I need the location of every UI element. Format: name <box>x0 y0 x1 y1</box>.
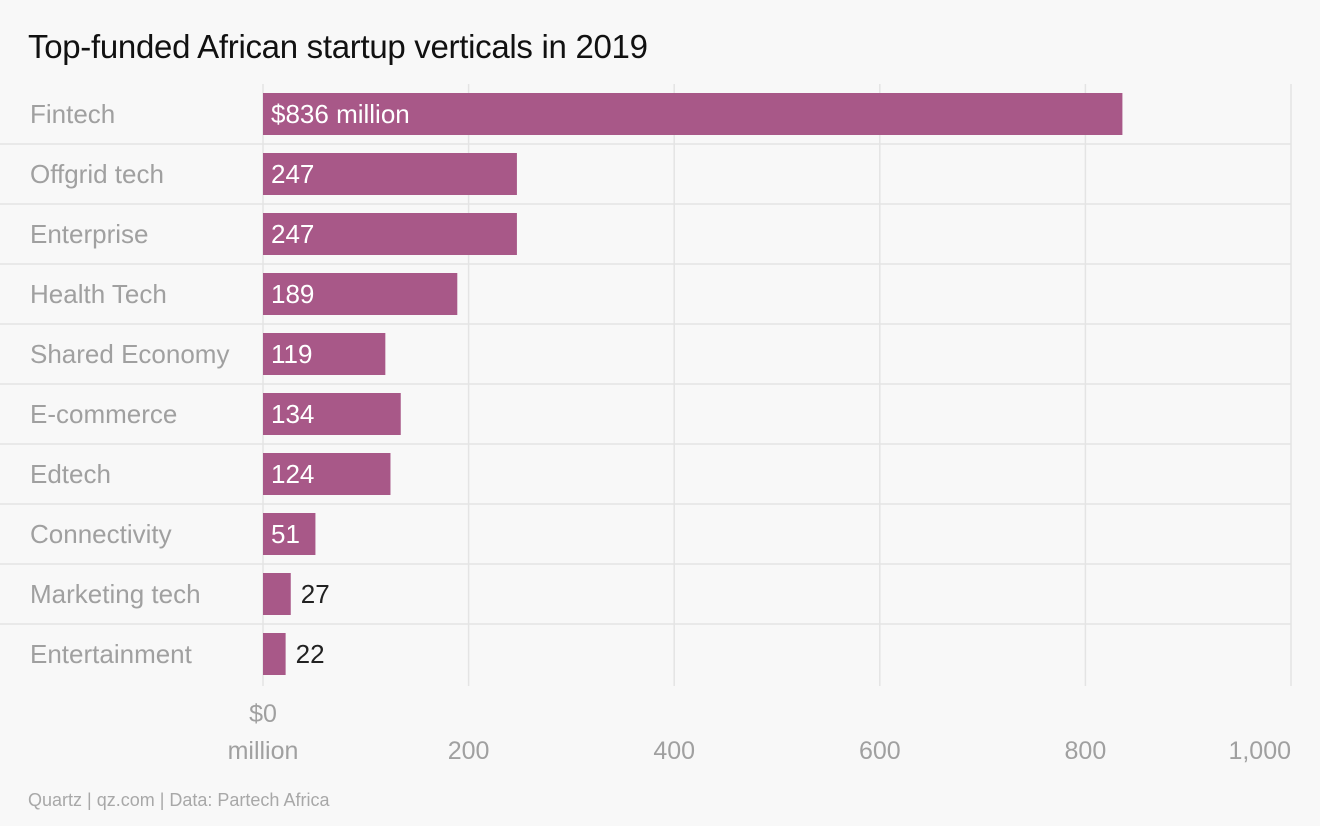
bar <box>263 393 401 435</box>
bar <box>263 93 1123 135</box>
category-label: Marketing tech <box>30 579 201 609</box>
value-label: 119 <box>271 339 312 369</box>
x-tick-label: 800 <box>1065 737 1107 765</box>
x-tick-label: $0 <box>249 700 277 728</box>
category-label: Health Tech <box>30 279 167 309</box>
value-label: 189 <box>271 279 314 309</box>
category-label: Connectivity <box>30 519 172 549</box>
x-tick-label: 200 <box>448 737 490 765</box>
value-label: 247 <box>271 159 314 189</box>
bar <box>263 453 391 495</box>
value-label: 27 <box>301 579 330 609</box>
category-label: Entertainment <box>30 639 193 669</box>
value-label: 247 <box>271 219 314 249</box>
chart-title: Top-funded African startup verticals in … <box>28 28 648 65</box>
bar <box>263 633 286 675</box>
category-label: Edtech <box>30 459 111 489</box>
value-label: 134 <box>271 399 314 429</box>
bar <box>263 153 517 195</box>
value-label: 22 <box>296 639 325 669</box>
x-tick-label: 600 <box>859 737 901 765</box>
category-label: E-commerce <box>30 399 177 429</box>
bar <box>263 273 458 315</box>
value-label: 124 <box>271 459 314 489</box>
source-credit: Quartz | qz.com | Data: Partech Africa <box>28 790 330 810</box>
bar <box>263 573 291 615</box>
x-tick-label: 1,000 <box>1228 737 1291 765</box>
value-label: $836 million <box>271 99 410 129</box>
x-tick-label: 400 <box>653 737 695 765</box>
x-tick-label-unit: million <box>228 737 299 765</box>
bar <box>263 513 316 555</box>
category-label: Enterprise <box>30 219 149 249</box>
value-label: 51 <box>271 519 300 549</box>
bar <box>263 213 517 255</box>
category-label: Fintech <box>30 99 115 129</box>
category-label: Offgrid tech <box>30 159 164 189</box>
category-label: Shared Economy <box>30 339 229 369</box>
bar <box>263 333 386 375</box>
